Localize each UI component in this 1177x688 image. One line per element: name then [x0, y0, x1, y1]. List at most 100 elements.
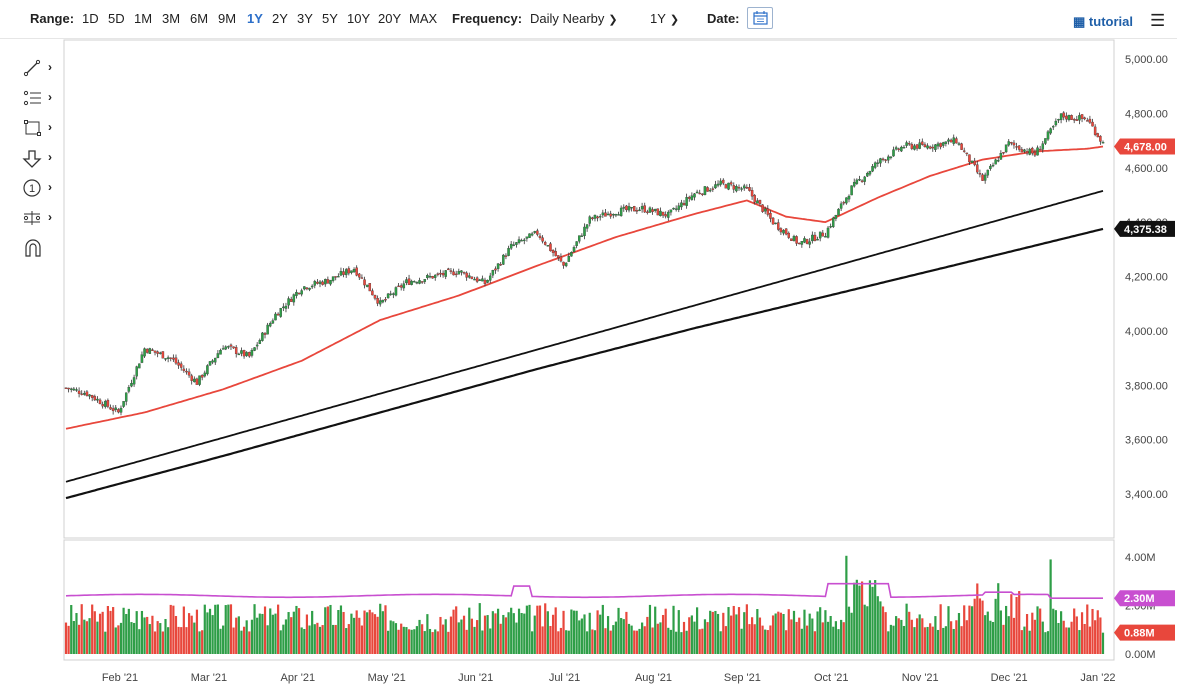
candle-body	[625, 205, 628, 211]
fib-tool-button[interactable]: ›	[22, 88, 58, 110]
volume-bar	[745, 604, 748, 654]
volume-bar	[604, 628, 607, 654]
candle-body	[331, 276, 335, 281]
volume-bar	[1036, 606, 1039, 654]
candle-body	[258, 340, 262, 344]
volume-bar	[727, 607, 730, 654]
volume-bar	[743, 612, 746, 654]
volume-bar	[496, 608, 500, 654]
volume-bar	[1086, 604, 1089, 654]
candle-body	[771, 217, 775, 225]
volume-bar	[583, 614, 586, 654]
candle-body	[1051, 126, 1055, 128]
candle-body	[936, 143, 940, 147]
candle-body	[593, 214, 597, 219]
range-5y[interactable]: 5Y	[322, 11, 338, 26]
volume-bar	[253, 604, 256, 654]
volume-bar	[373, 614, 377, 654]
volume-bar	[517, 608, 521, 654]
volume-bar	[606, 616, 610, 654]
volume-bar	[329, 604, 332, 654]
tutorial-link[interactable]: ▦ tutorial	[1073, 14, 1133, 30]
volume-bar	[499, 623, 502, 654]
candle-body	[677, 205, 681, 210]
candle-body	[1020, 149, 1024, 153]
candle-body	[413, 281, 416, 283]
volume-bar	[834, 621, 837, 654]
arrow-tool-button[interactable]: ›	[22, 148, 58, 170]
volume-bar	[269, 608, 272, 654]
volume-bar	[887, 631, 890, 654]
range-2y[interactable]: 2Y	[272, 11, 288, 26]
range-10y[interactable]: 10Y	[347, 11, 371, 26]
volume-bar	[122, 607, 125, 654]
candle-body	[737, 187, 741, 189]
candle-body	[876, 162, 880, 164]
candle-body	[198, 375, 201, 385]
candle-body	[575, 241, 578, 247]
range-max[interactable]: MAX	[409, 11, 438, 26]
volume-bar	[1067, 627, 1071, 654]
candle-body	[609, 213, 612, 217]
range-6m[interactable]: 6M	[190, 11, 209, 26]
candle-body	[161, 351, 165, 359]
candle-body	[562, 261, 565, 266]
candle-body	[976, 164, 979, 173]
range-20y[interactable]: 20Y	[378, 11, 402, 26]
candle-body	[402, 283, 406, 289]
range-5d[interactable]: 5D	[108, 11, 125, 26]
candle-body	[465, 272, 468, 278]
candle-body	[1054, 120, 1058, 126]
volume-bar	[646, 616, 649, 654]
candle-body	[782, 230, 785, 234]
number-marker-button[interactable]: 1 ›	[22, 178, 58, 200]
candle-body	[337, 276, 340, 278]
rectangle-tool-button[interactable]: ›	[22, 118, 58, 140]
candle-body	[261, 332, 264, 341]
candle-body	[745, 187, 749, 189]
magnet-tool-button[interactable]	[22, 238, 58, 260]
volume-bar	[227, 604, 230, 654]
range-1d[interactable]: 1D	[82, 11, 99, 26]
volume-bar	[685, 630, 688, 654]
range-9m[interactable]: 9M	[218, 11, 237, 26]
date-picker-button[interactable]	[747, 7, 773, 29]
candle-body	[842, 202, 846, 204]
candle-body	[965, 152, 969, 155]
candle-body	[928, 146, 932, 149]
volume-bar	[140, 610, 144, 654]
volume-bar	[439, 616, 442, 654]
candle-body	[488, 275, 492, 281]
range-1y[interactable]: 1Y	[247, 11, 263, 26]
volume-bar	[816, 611, 819, 654]
candle-body	[968, 154, 971, 163]
volume-bar	[316, 622, 319, 654]
volume-bar	[172, 605, 175, 654]
chevron-down-icon: ❯	[669, 14, 680, 26]
candle-body	[384, 299, 387, 301]
measure-tool-button[interactable]: ›	[22, 208, 58, 230]
candle-body	[585, 224, 589, 229]
volume-bar	[352, 617, 356, 654]
candle-body	[653, 208, 657, 211]
candle-body	[240, 350, 243, 354]
volume-bar	[764, 629, 767, 654]
volume-bar	[1018, 591, 1021, 654]
volume-bar	[263, 606, 267, 654]
candle-body	[551, 250, 555, 253]
period-select[interactable]: 1Y ❯	[650, 11, 679, 26]
range-3y[interactable]: 3Y	[297, 11, 313, 26]
line-tool-button[interactable]: ›	[22, 58, 58, 80]
candle-body	[559, 256, 563, 262]
volume-bar	[991, 621, 995, 654]
candle-body	[1028, 148, 1031, 155]
volume-bar	[182, 606, 185, 654]
range-1m[interactable]: 1M	[134, 11, 153, 26]
menu-icon[interactable]: ☰	[1150, 11, 1166, 30]
frequency-select[interactable]: Daily Nearby ❯	[530, 11, 618, 26]
range-3m[interactable]: 3M	[162, 11, 181, 26]
volume-bar	[1020, 630, 1023, 654]
volume-bar	[599, 614, 602, 654]
candle-body	[1041, 143, 1045, 150]
